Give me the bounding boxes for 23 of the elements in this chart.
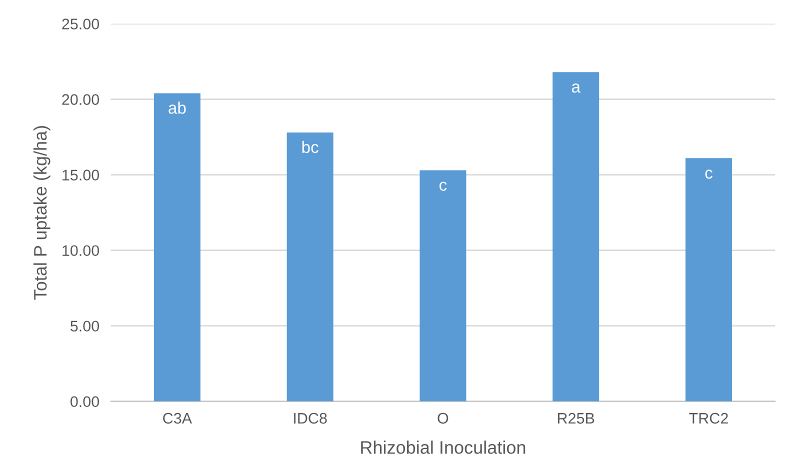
y-tick-label: 5.00	[70, 320, 100, 332]
x-tick-label: O	[438, 412, 448, 424]
annotation: c	[705, 170, 712, 179]
bar	[685, 158, 732, 402]
x-tick-label: TRC2	[689, 412, 728, 424]
y-tick-label: 20.00	[62, 94, 100, 105]
bar	[552, 72, 600, 402]
bar	[420, 170, 466, 402]
y-tick-label: 25.00	[62, 18, 100, 30]
annotation: ab	[168, 102, 186, 114]
x-axis-title: Rhizobial Inoculation	[361, 440, 526, 454]
annotation: c	[440, 182, 447, 191]
x-tick-label: C3A	[163, 412, 192, 424]
y-tick-label: 10.00	[62, 245, 100, 256]
y-axis-title: Total P uptake (kg/ha)	[33, 126, 50, 300]
y-tick-label: 0.00	[70, 396, 100, 408]
annotation: bc	[302, 140, 318, 154]
bar	[286, 132, 334, 402]
x-tick-label: R25B	[558, 412, 594, 424]
bar	[154, 93, 200, 402]
annotation: a	[572, 84, 580, 93]
y-tick-label: 15.00	[62, 170, 100, 180]
x-tick-label: IDC8	[294, 412, 327, 424]
